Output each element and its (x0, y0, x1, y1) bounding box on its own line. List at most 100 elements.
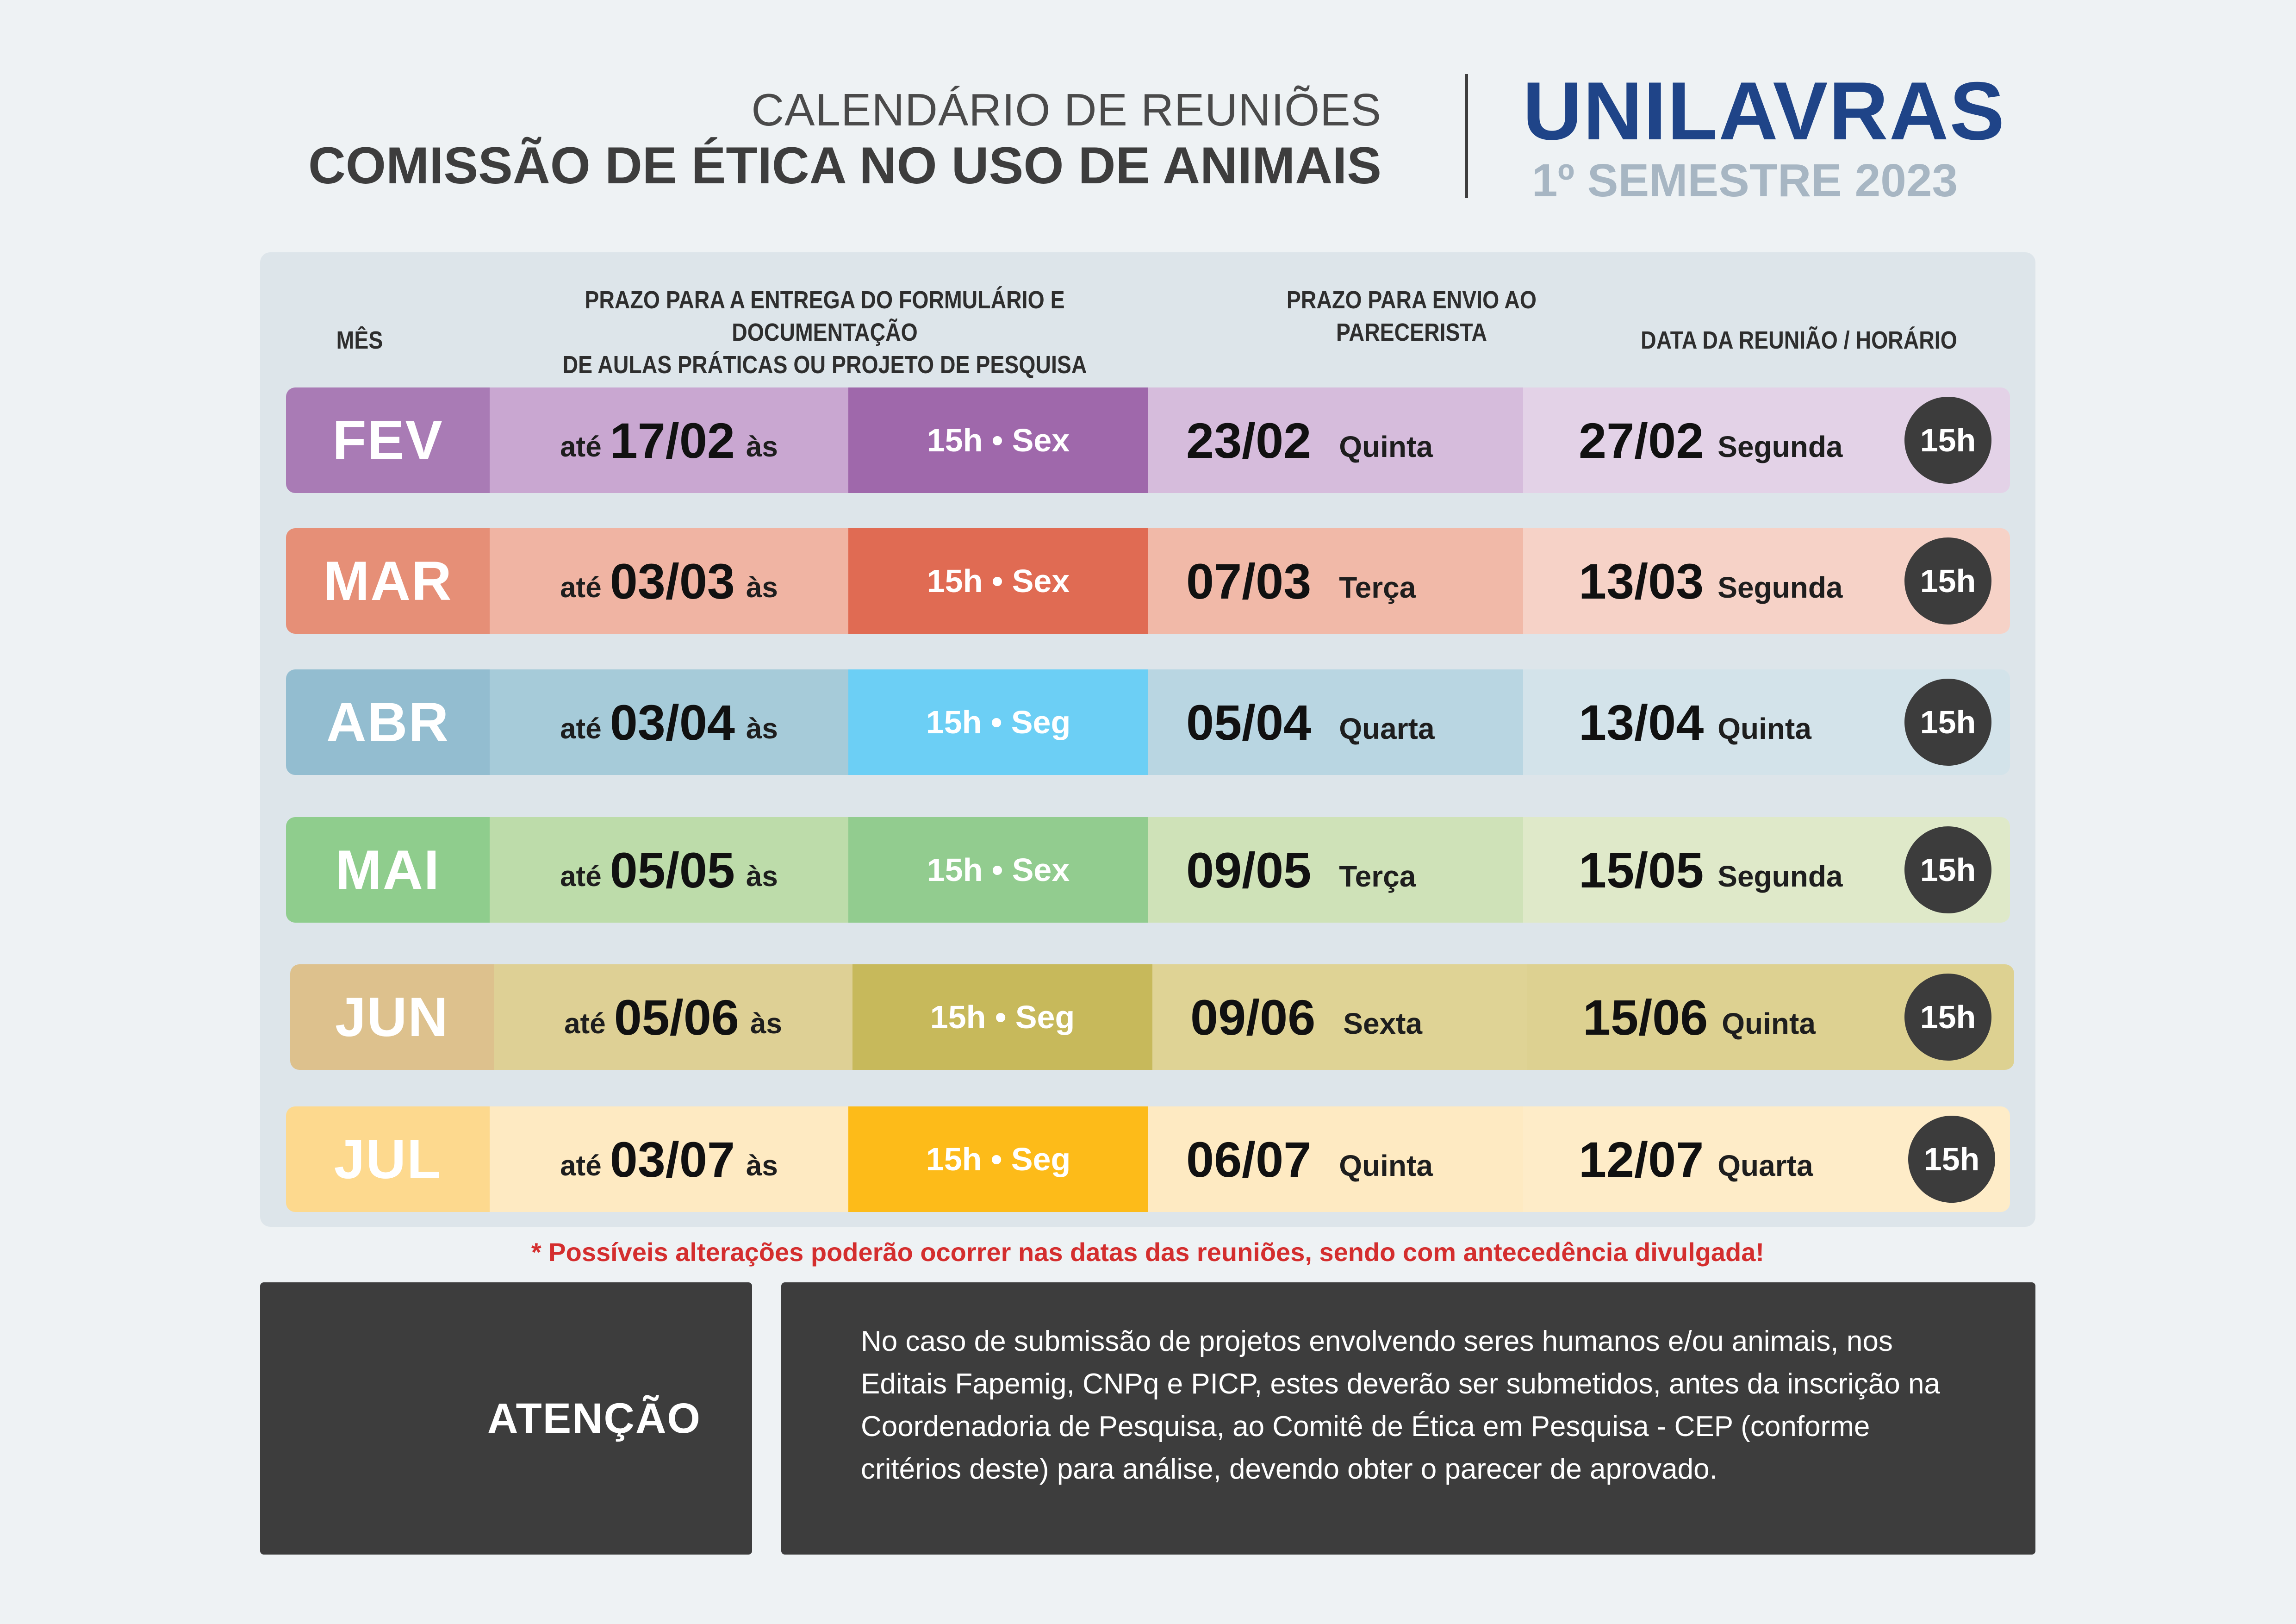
until-label: até (560, 571, 602, 604)
reviewer-weekday: Terça (1339, 571, 1416, 604)
meeting-date: 12/07 (1579, 1131, 1704, 1187)
reviewer-weekday: Sexta (1343, 1007, 1423, 1040)
meeting-weekday: Segunda (1717, 860, 1843, 893)
header-titles: CALENDÁRIO DE REUNIÕES COMISSÃO DE ÉTICA… (231, 83, 1381, 194)
deadline-date: 17/02 (610, 412, 735, 468)
submission-deadline: até 05/06 às (494, 964, 852, 1070)
until-label: até (560, 431, 602, 463)
at-label: às (746, 860, 778, 893)
month-label: FEV (286, 387, 490, 493)
column-header-parecer-line2: PARECERISTA (1336, 319, 1487, 346)
until-label: até (560, 712, 602, 745)
column-header-month: MÊS (320, 299, 399, 382)
column-header-deadline-line2: DE AULAS PRÁTICAS OU PROJETO DE PESQUISA (562, 351, 1087, 379)
header-divider (1465, 74, 1468, 198)
reviewer-date: 23/02 (1186, 412, 1312, 468)
meeting-date: 13/03 (1579, 553, 1704, 609)
reviewer-date: 06/07 (1186, 1131, 1312, 1187)
submission-deadline: até 03/07 às (490, 1106, 848, 1212)
schedule-row-abr: ABR até 03/04 às 15h • Seg 05/04 Quarta … (286, 669, 2010, 775)
at-label: às (746, 1149, 778, 1182)
brand-block: UNILAVRAS 1º SEMESTRE 2023 (1523, 65, 2006, 206)
reviewer-weekday: Quarta (1339, 712, 1435, 745)
meeting-date: 27/02 (1579, 412, 1704, 468)
brand-logo-text: UNILAVRAS (1523, 65, 2006, 157)
deadline-time: 15h • Sex (848, 528, 1148, 634)
month-label: ABR (286, 669, 490, 775)
at-label: às (746, 712, 778, 745)
reviewer-date: 09/06 (1190, 989, 1316, 1045)
column-header-meeting: DATA DA REUNIÃO / HORÁRIO (1574, 299, 2024, 382)
attention-text-box: No caso de submissão de projetos envolve… (781, 1282, 2035, 1555)
schedule-row-fev: FEV até 17/02 às 15h • Sex 23/02 Quinta … (286, 387, 2010, 493)
reviewer-deadline: 09/05 Terça (1148, 817, 1523, 923)
reviewer-deadline: 23/02 Quinta (1148, 387, 1523, 493)
submission-deadline: até 03/03 às (490, 528, 848, 634)
committee-title: COMISSÃO DE ÉTICA NO USO DE ANIMAIS (308, 137, 1381, 194)
at-label: às (750, 1007, 782, 1040)
semester-label: 1º SEMESTRE 2023 (1531, 155, 1958, 206)
meeting-weekday: Segunda (1717, 571, 1843, 604)
changes-notice: * Possíveis alterações poderão ocorrer n… (531, 1237, 1765, 1267)
reviewer-weekday: Quinta (1339, 430, 1433, 463)
reviewer-weekday: Quinta (1339, 1149, 1433, 1182)
at-label: às (746, 571, 778, 604)
at-label: às (746, 431, 778, 463)
month-label: JUN (290, 964, 494, 1070)
deadline-date: 03/07 (610, 1131, 735, 1187)
schedule-row-mai: MAI até 05/05 às 15h • Sex 09/05 Terça 1… (286, 817, 2010, 923)
deadline-date: 03/03 (610, 553, 735, 609)
meeting-hour-badge: 15h (1904, 974, 1991, 1061)
meeting-date: 13/04 (1579, 694, 1704, 750)
meeting-weekday: Quinta (1722, 1007, 1816, 1040)
month-label: JUL (286, 1106, 490, 1212)
meeting-date: 15/06 (1583, 989, 1708, 1045)
meeting-weekday: Quinta (1717, 712, 1811, 745)
meeting-hour-badge: 15h (1904, 537, 1991, 625)
schedule-row-mar: MAR até 03/03 às 15h • Sex 07/03 Terça 1… (286, 528, 2010, 634)
reviewer-deadline: 05/04 Quarta (1148, 669, 1523, 775)
until-label: até (560, 1149, 602, 1182)
deadline-time: 15h • Seg (848, 1106, 1148, 1212)
column-header-meeting-text: DATA DA REUNIÃO / HORÁRIO (1641, 326, 1957, 354)
reviewer-date: 05/04 (1186, 694, 1312, 750)
submission-deadline: até 03/04 às (490, 669, 848, 775)
deadline-date: 05/05 (610, 842, 735, 898)
month-label: MAR (286, 528, 490, 634)
deadline-date: 03/04 (610, 694, 735, 750)
deadline-time: 15h • Seg (848, 669, 1148, 775)
meeting-weekday: Quarta (1717, 1149, 1813, 1182)
column-header-parecer-line1: PRAZO PARA ENVIO AO (1286, 286, 1537, 314)
meeting-hour-badge: 15h (1904, 397, 1991, 484)
meeting-hour-badge: 15h (1904, 679, 1991, 766)
column-header-deadline-line1: PRAZO PARA A ENTREGA DO FORMULÁRIO E DOC… (585, 286, 1065, 346)
meeting-hour-badge: 15h (1904, 826, 1991, 913)
reviewer-deadline: 06/07 Quinta (1148, 1106, 1523, 1212)
deadline-time: 15h • Sex (848, 387, 1148, 493)
calendar-subtitle: CALENDÁRIO DE REUNIÕES (751, 84, 1381, 135)
attention-text: No caso de submissão de projetos envolve… (861, 1325, 1940, 1485)
deadline-date: 05/06 (614, 989, 739, 1045)
attention-label-box: ATENÇÃO (260, 1282, 752, 1555)
submission-deadline: até 05/05 às (490, 817, 848, 923)
schedule-row-jul: JUL até 03/07 às 15h • Seg 06/07 Quinta … (286, 1106, 2010, 1212)
meeting-weekday: Segunda (1717, 430, 1843, 463)
column-header-month-text: MÊS (336, 326, 383, 354)
reviewer-date: 09/05 (1186, 842, 1312, 898)
column-header-deadline: PRAZO PARA A ENTREGA DO FORMULÁRIO E DOC… (514, 284, 1135, 381)
meeting-hour-badge: 15h (1908, 1116, 1995, 1203)
meeting-date: 15/05 (1579, 842, 1704, 898)
until-label: até (560, 860, 602, 893)
deadline-time: 15h • Sex (848, 817, 1148, 923)
reviewer-deadline: 07/03 Terça (1148, 528, 1523, 634)
deadline-time: 15h • Seg (852, 964, 1152, 1070)
attention-label: ATENÇÃO (487, 1394, 701, 1442)
until-label: até (564, 1007, 606, 1040)
reviewer-deadline: 09/06 Sexta (1152, 964, 1527, 1070)
month-label: MAI (286, 817, 490, 923)
reviewer-weekday: Terça (1339, 860, 1416, 893)
column-header-parecer: PRAZO PARA ENVIO AO PARECERISTA (1252, 284, 1571, 349)
submission-deadline: até 17/02 às (490, 387, 848, 493)
schedule-row-jun: JUN até 05/06 às 15h • Seg 09/06 Sexta 1… (290, 964, 2014, 1070)
reviewer-date: 07/03 (1186, 553, 1312, 609)
